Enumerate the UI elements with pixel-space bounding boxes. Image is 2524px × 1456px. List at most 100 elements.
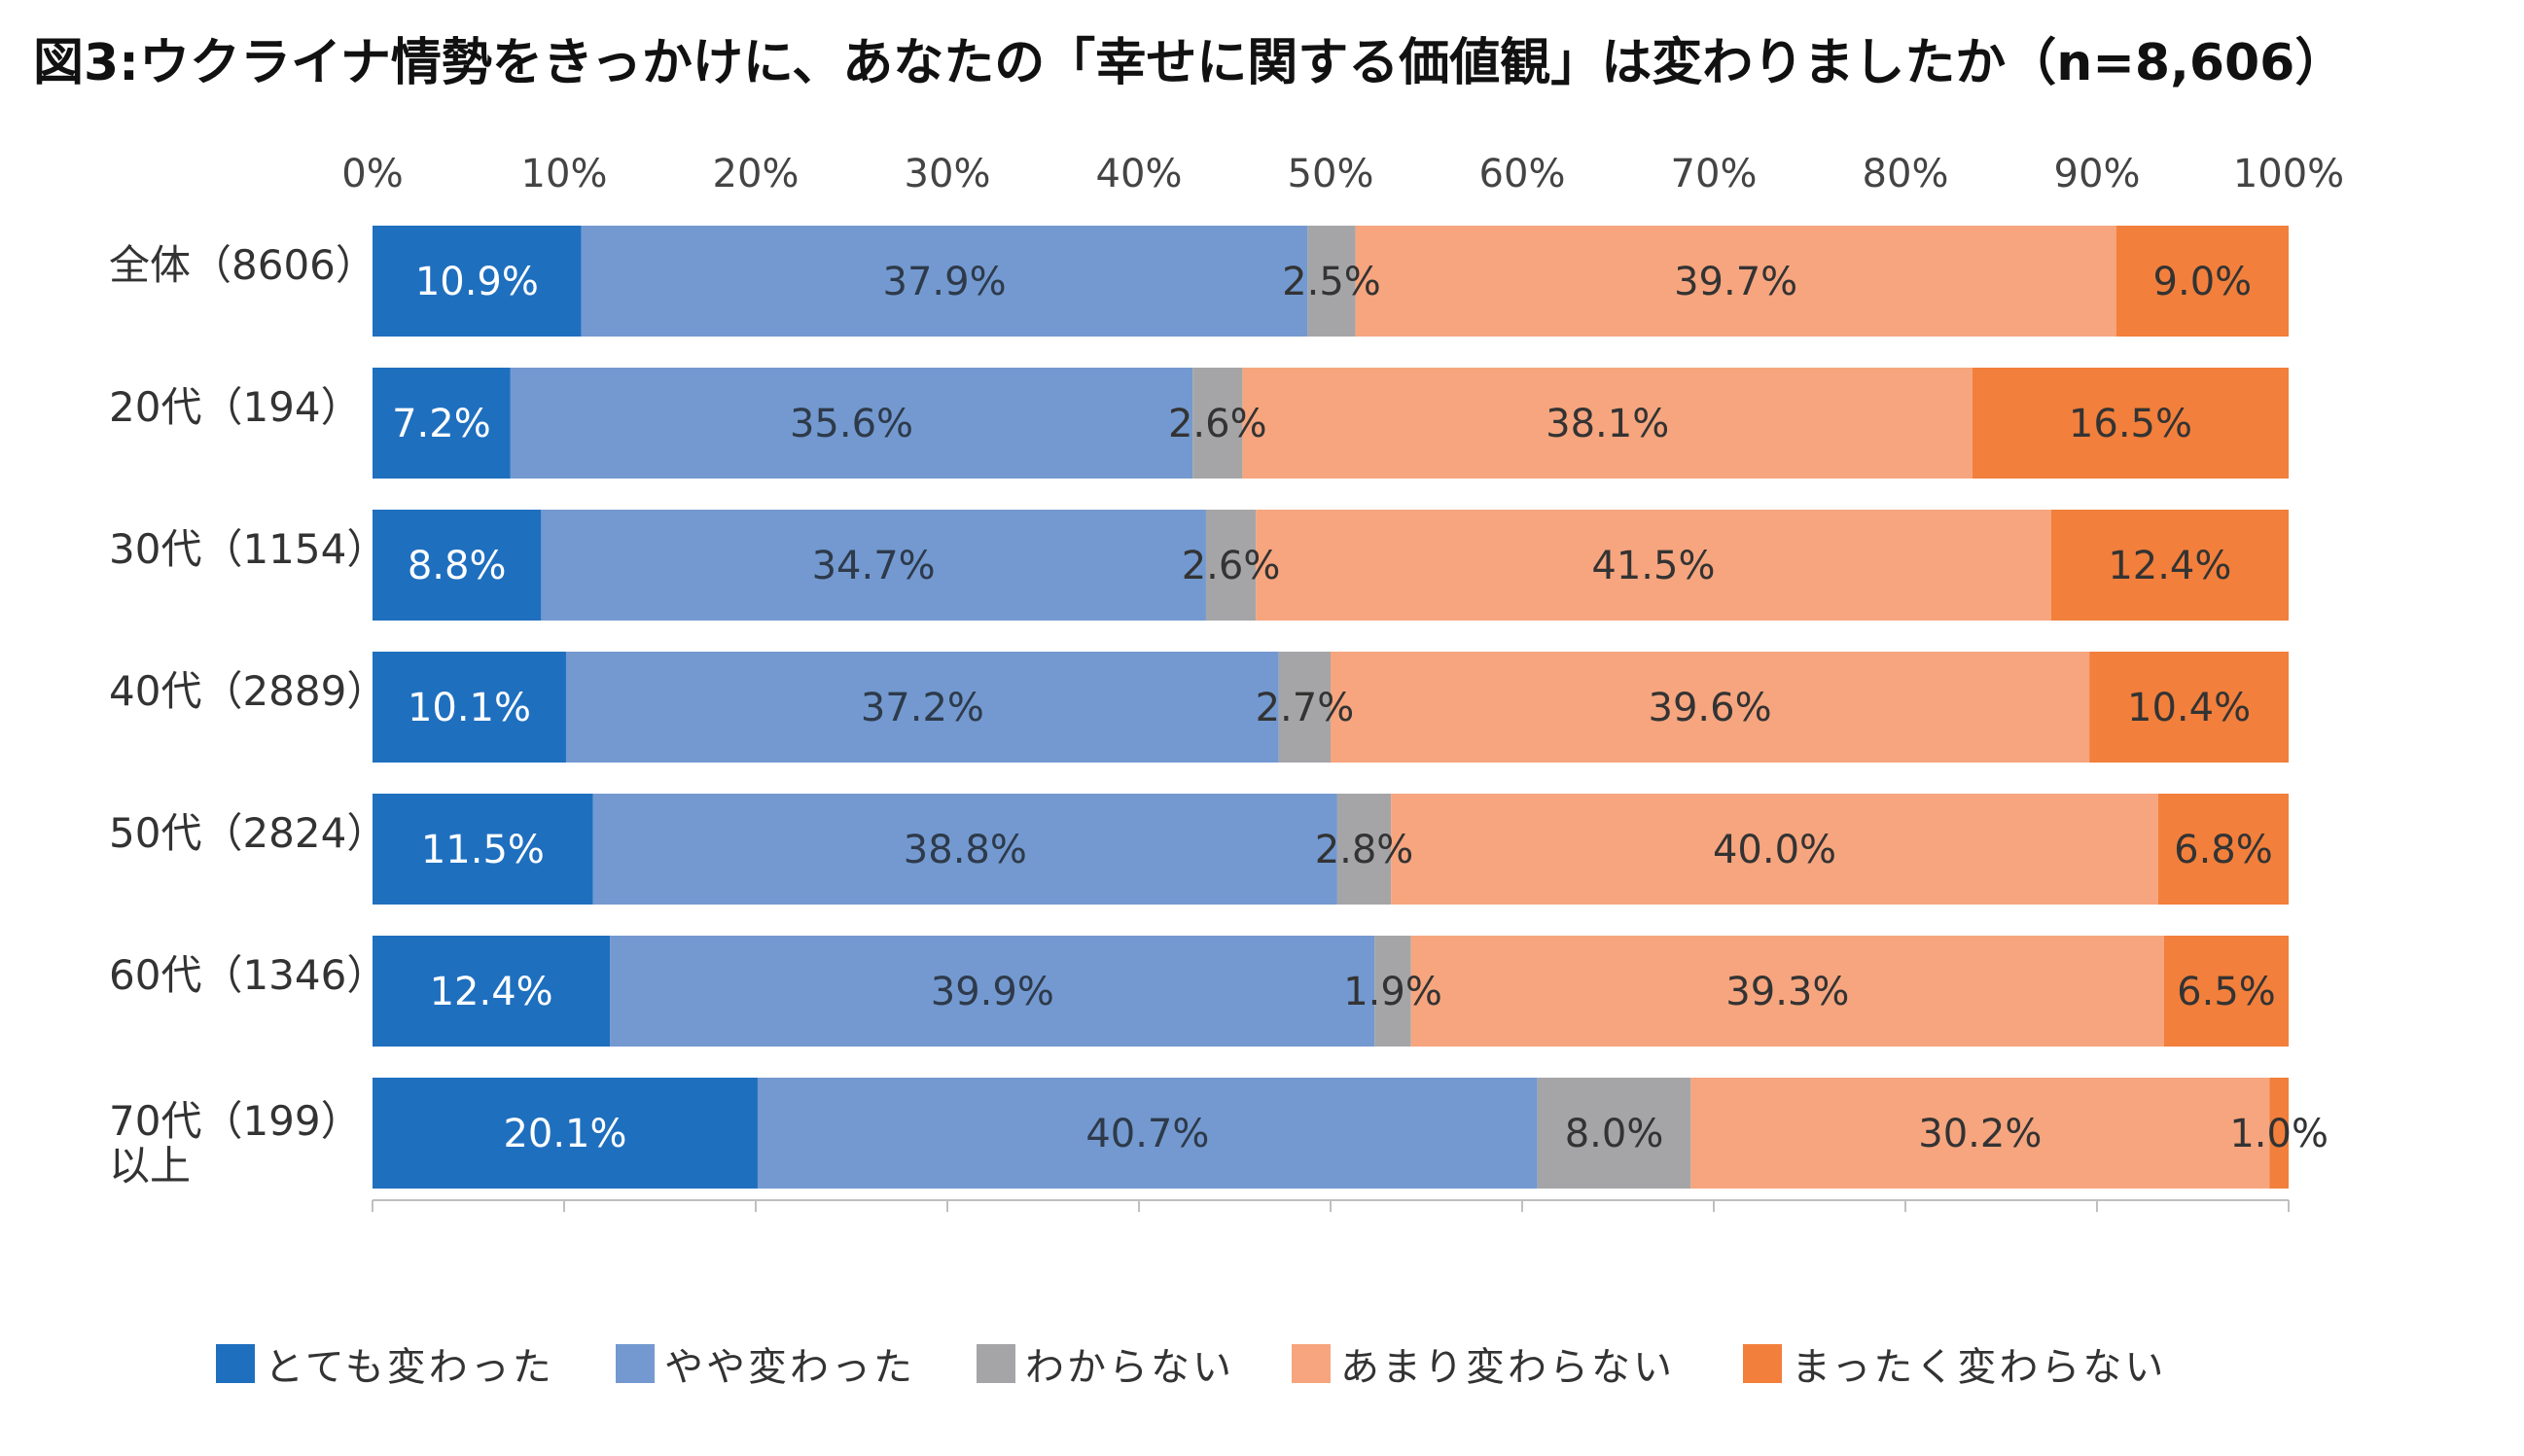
data-label: 34.7% (812, 544, 936, 588)
bar-segment (1242, 368, 1973, 479)
bar-segment (1537, 1078, 1691, 1189)
data-label: 35.6% (790, 402, 913, 446)
data-label: 7.2% (392, 402, 491, 446)
data-label: 6.5% (2177, 970, 2276, 1014)
x-tick-label: 50% (1288, 152, 1374, 196)
data-label: 10.1% (408, 686, 531, 730)
data-label: 37.9% (883, 260, 1007, 304)
data-label: 39.3% (1725, 970, 1849, 1014)
x-tick-label: 100% (2233, 152, 2344, 196)
data-label: 40.7% (1085, 1112, 1209, 1156)
bar-segment (2269, 1078, 2289, 1189)
data-label: 37.2% (861, 686, 984, 730)
legend-swatch (616, 1344, 655, 1383)
data-label: 12.4% (2108, 544, 2231, 588)
bar-segment (1374, 936, 1411, 1047)
bar-segment (1192, 368, 1243, 479)
data-label: 1.9% (1343, 970, 1442, 1014)
category-label: 全体（8606） (109, 241, 376, 289)
bar-segment (1336, 794, 1392, 905)
data-label: 2.5% (1282, 260, 1381, 304)
data-labels: 10.9% 37.9% 2.5% 39.7% 9.0% 7.2% 35.6% 2.6% 38.1… (392, 260, 2328, 1156)
bar-segment (373, 936, 611, 1047)
legend: とても変わった やや変わった わからない あまり変わらない まったく変わらない (0, 1334, 2524, 1393)
legend-swatch (977, 1344, 1015, 1383)
data-label: 11.5% (421, 828, 545, 872)
category-label: 60代（1346） (109, 951, 387, 999)
category-label: 40代（2889） (109, 667, 387, 715)
data-label: 2.6% (1168, 402, 1267, 446)
legend-item: わからない (977, 1334, 1234, 1393)
data-label: 40.0% (1713, 828, 1836, 872)
x-tick-label: 20% (713, 152, 800, 196)
data-label: 10.4% (2127, 686, 2251, 730)
bar-segment (610, 936, 1375, 1047)
bar-segment (373, 652, 566, 763)
data-label: 38.8% (904, 828, 1027, 872)
category-label: 30代（1154） (109, 525, 387, 573)
data-label: 2.7% (1256, 686, 1355, 730)
bar-segment (1410, 936, 2164, 1047)
bar-segment (1972, 368, 2289, 479)
legend-label: あまり変わらない (1340, 1345, 1675, 1390)
bar-segment (757, 1078, 1538, 1189)
legend-item: あまり変わらない (1292, 1334, 1675, 1393)
bar-segment (373, 510, 542, 621)
data-label: 41.5% (1591, 544, 1715, 588)
x-tick-label: 0% (341, 152, 403, 196)
bar-segment (373, 368, 511, 479)
bar-segment (1355, 226, 2116, 337)
data-label: 1.0% (2229, 1112, 2328, 1156)
category-labels: 全体（8606） 20代（194） 30代（1154） 40代（2889） 50代（28… (109, 241, 387, 1190)
legend-item: まったく変わらない (1743, 1334, 2166, 1393)
bar-segment (2050, 510, 2289, 621)
data-label: 12.4% (430, 970, 553, 1014)
legend-item: やや変わった (616, 1334, 915, 1393)
bars (373, 226, 2289, 1189)
bar-segment (1690, 1078, 2270, 1189)
bar-segment (1307, 226, 1356, 337)
category-label-line2: 以上 (109, 1142, 191, 1190)
data-label: 20.1% (503, 1112, 626, 1156)
x-axis (372, 1199, 2290, 1212)
x-tick-label: 10% (521, 152, 608, 196)
data-label: 2.6% (1182, 544, 1281, 588)
x-tick-label: 60% (1479, 152, 1566, 196)
bar-segment (1256, 510, 2051, 621)
data-label: 39.7% (1674, 260, 1797, 304)
x-axis-ticks: 0% 10% 20% 30% 40% 50% 60% 70% 80% 90% 100% (341, 152, 2344, 196)
legend-swatch (1743, 1344, 1782, 1383)
x-tick-label: 80% (1863, 152, 1949, 196)
bar-segment (2089, 652, 2289, 763)
legend-label: まったく変わらない (1792, 1345, 2167, 1390)
data-label: 9.0% (2153, 260, 2253, 304)
data-label: 30.2% (1918, 1112, 2042, 1156)
x-tick-label: 70% (1671, 152, 1758, 196)
data-label: 6.8% (2174, 828, 2273, 872)
category-label: 70代（199） (109, 1097, 362, 1145)
data-label: 8.0% (1565, 1112, 1664, 1156)
bar-segment (592, 794, 1337, 905)
bar-segment (1391, 794, 2158, 905)
bar-segment (541, 510, 1206, 621)
category-label: 50代（2824） (109, 809, 387, 857)
bar-segment (373, 1078, 758, 1189)
bar-segment (581, 226, 1308, 337)
chart-title: 図3:ウクライナ情勢をきっかけに、あなたの「幸せに関する価値観」は変わりましたか… (33, 34, 2346, 92)
bar-segment (1278, 652, 1331, 763)
bar-segment (373, 226, 582, 337)
bar-segment (373, 794, 593, 905)
legend-item: とても変わった (216, 1334, 554, 1393)
legend-label: やや変わった (664, 1345, 915, 1390)
data-label: 39.9% (931, 970, 1054, 1014)
legend-label: とても変わった (265, 1345, 554, 1390)
x-tick-label: 30% (905, 152, 991, 196)
legend-swatch (1292, 1344, 1331, 1383)
legend-swatch (216, 1344, 255, 1383)
x-tick-label: 40% (1096, 152, 1183, 196)
x-tick-label: 90% (2054, 152, 2141, 196)
bar-segment (1205, 510, 1257, 621)
bar-segment (2115, 226, 2289, 337)
bar-segment (1331, 652, 2090, 763)
